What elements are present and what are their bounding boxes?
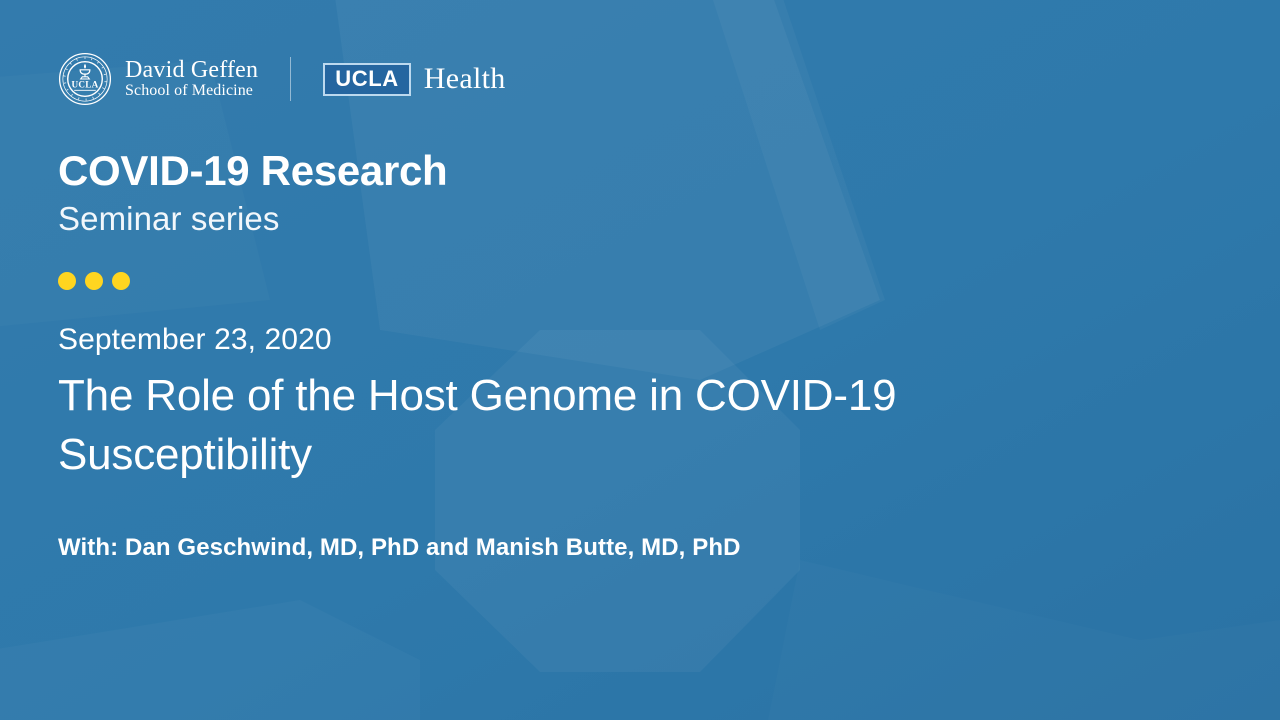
geffen-line-2: School of Medicine	[125, 82, 253, 100]
logo-bar: UCLA David Geffen School of Medicine UCL…	[58, 50, 506, 108]
bg-facet-lower	[0, 600, 420, 720]
health-wordmark: Health	[423, 62, 506, 95]
presenters-line: With: Dan Geschwind, MD, PhD and Manish …	[58, 534, 741, 562]
series-title: COVID-19 Research	[58, 147, 448, 194]
slide-content: COVID-19 Research Seminar series Septemb…	[58, 148, 1178, 564]
geffen-line-1: David Geffen	[125, 56, 259, 83]
ucla-logo-box: UCLA	[323, 62, 411, 96]
ucla-health-logo: UCLA Health	[323, 62, 506, 96]
svg-text:UCLA: UCLA	[71, 80, 98, 90]
bg-facet-lower-right	[760, 560, 1280, 720]
accent-dot-2	[85, 271, 103, 290]
series-subtitle: Seminar series	[58, 200, 280, 238]
dot-accent-group	[58, 271, 1178, 290]
accent-dot-1	[58, 271, 76, 290]
accent-dot-3	[112, 271, 130, 290]
event-date: September 23, 2020	[58, 322, 332, 356]
geffen-wordmark: David Geffen School of Medicine	[125, 56, 259, 100]
ucla-seal-icon: UCLA	[58, 52, 112, 106]
logo-divider	[290, 57, 292, 101]
talk-title: The Role of the Host Genome in COVID-19 …	[58, 370, 897, 479]
